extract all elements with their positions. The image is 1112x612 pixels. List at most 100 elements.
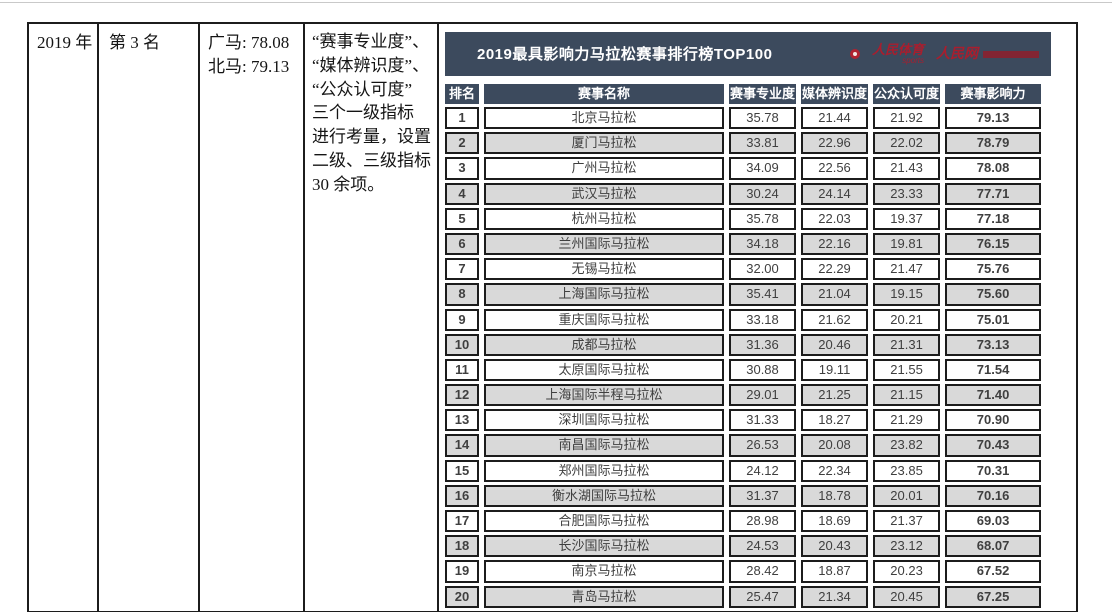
public-score-cell: 23.85	[873, 459, 941, 482]
scores-cell: 广马: 78.08 北马: 79.13	[198, 22, 305, 612]
description-line: 三个一级指标	[312, 103, 414, 123]
event-name-cell: 上海国际半程马拉松	[484, 384, 724, 407]
professional-score-cell: 24.12	[729, 459, 797, 482]
influence-score-cell: 75.76	[945, 258, 1042, 281]
chart-title: 2019最具影响力马拉松赛事排行榜TOP100	[477, 45, 773, 63]
professional-score-cell: 29.01	[729, 384, 797, 407]
score-line-guangma: 广马: 78.08	[208, 33, 290, 52]
rank-cell: 7	[445, 258, 479, 281]
year-cell: 2019 年	[27, 22, 99, 612]
event-name-cell: 青岛马拉松	[484, 585, 724, 608]
public-score-cell: 21.37	[873, 510, 941, 533]
professional-score-cell: 33.81	[729, 132, 797, 155]
influence-score-cell: 71.54	[945, 358, 1042, 382]
header-logos: 人民体育 sports 人民网	[849, 43, 1051, 65]
ranking-header-row: 排名 赛事名称 赛事专业度 媒体辨识度 公众认可度 赛事影响力	[445, 84, 1042, 104]
event-name-cell: 上海国际马拉松	[484, 283, 724, 306]
rank-cell: 14	[445, 434, 479, 457]
influence-score-cell: 70.31	[945, 459, 1042, 482]
rank-cell: 15	[445, 459, 479, 482]
rank-cell: 12	[445, 384, 479, 407]
media-score-cell: 18.27	[801, 409, 869, 432]
professional-score-cell: 34.09	[729, 157, 797, 180]
ranking-image-cell: 2019最具影响力马拉松赛事排行榜TOP100 人民体育 sports 人民网	[437, 22, 1078, 612]
rank-text: 第 3 名	[109, 33, 160, 52]
professional-score-cell: 30.24	[729, 182, 797, 205]
people-sports-emblem-icon	[849, 49, 860, 59]
rank-cell: 16	[445, 484, 479, 507]
table-row: 19 南京马拉松 28.42 18.87 20.23 67.52	[445, 560, 1042, 583]
col-header-professional: 赛事专业度	[729, 84, 797, 104]
professional-score-cell: 33.18	[729, 308, 797, 331]
media-score-cell: 19.11	[801, 358, 869, 382]
public-score-cell: 20.45	[873, 585, 941, 608]
peoples-daily-logo-text: 人民网	[936, 45, 978, 62]
table-row: 18 长沙国际马拉松 24.53 20.43 23.12 68.07	[445, 535, 1042, 558]
table-row: 4 武汉马拉松 30.24 24.14 23.33 77.71	[445, 182, 1042, 205]
table-row: 16 衡水湖国际马拉松 31.37 18.78 20.01 70.16	[445, 484, 1042, 507]
professional-score-cell: 31.36	[729, 333, 797, 356]
event-name-cell: 重庆国际马拉松	[484, 308, 724, 331]
event-name-cell: 郑州国际马拉松	[484, 459, 724, 482]
rank-cell: 11	[445, 358, 479, 382]
rank-cell: 13	[445, 409, 479, 432]
professional-score-cell: 26.53	[729, 434, 797, 457]
rank-cell: 18	[445, 535, 479, 558]
influence-score-cell: 71.40	[945, 384, 1042, 407]
table-row: 15 郑州国际马拉松 24.12 22.34 23.85 70.31	[445, 459, 1042, 482]
col-header-rank: 排名	[445, 84, 479, 104]
public-score-cell: 21.29	[873, 409, 941, 432]
public-score-cell: 19.81	[873, 232, 941, 256]
media-score-cell: 18.69	[801, 510, 869, 533]
table-row: 2 厦门马拉松 33.81 22.96 22.02 78.79	[445, 132, 1042, 155]
ranking-table: 排名 赛事名称 赛事专业度 媒体辨识度 公众认可度 赛事影响力 1 北京马拉松 35…	[440, 81, 1046, 611]
col-header-public: 公众认可度	[873, 84, 941, 104]
professional-score-cell: 30.88	[729, 358, 797, 382]
influence-score-cell: 79.13	[945, 107, 1042, 130]
professional-score-cell: 32.00	[729, 258, 797, 281]
public-score-cell: 19.15	[873, 283, 941, 306]
professional-score-cell: 35.41	[729, 283, 797, 306]
table-row: 5 杭州马拉松 35.78 22.03 19.37 77.18	[445, 207, 1042, 230]
table-row: 20 青岛马拉松 25.47 21.34 20.45 67.25	[445, 585, 1042, 608]
event-name-cell: 合肥国际马拉松	[484, 510, 724, 533]
public-score-cell: 21.47	[873, 258, 941, 281]
table-row: 8 上海国际马拉松 35.41 21.04 19.15 75.60	[445, 283, 1042, 306]
influence-score-cell: 67.52	[945, 560, 1042, 583]
influence-score-cell: 77.18	[945, 207, 1042, 230]
rank-cell: 第 3 名	[97, 22, 200, 612]
table-row: 13 深圳国际马拉松 31.33 18.27 21.29 70.90	[445, 409, 1042, 432]
media-score-cell: 18.78	[801, 484, 869, 507]
professional-score-cell: 35.78	[729, 207, 797, 230]
public-score-cell: 21.43	[873, 157, 941, 180]
description-cell: “赛事专业度”、 “媒体辨识度”、 “公众认可度” 三个一级指标 进行考量，设置…	[303, 22, 439, 612]
public-score-cell: 21.31	[873, 333, 941, 356]
rank-cell: 19	[445, 560, 479, 583]
people-sports-logo-sub: sports	[902, 56, 924, 65]
document-table: 2019 年 第 3 名 广马: 78.08 北马: 79.13 “赛事专业度”…	[27, 22, 1078, 612]
influence-score-cell: 78.08	[945, 157, 1042, 180]
event-name-cell: 广州马拉松	[484, 157, 724, 180]
professional-score-cell: 24.53	[729, 535, 797, 558]
public-score-cell: 22.02	[873, 132, 941, 155]
public-score-cell: 21.92	[873, 107, 941, 130]
ranking-table-body: 1 北京马拉松 35.78 21.44 21.92 79.13 2 厦门马拉松 33.81 22.…	[445, 107, 1042, 608]
description-line: “媒体辨识度”、	[312, 55, 430, 75]
description-line: “公众认可度”	[312, 79, 413, 99]
rank-cell: 5	[445, 207, 479, 230]
event-name-cell: 北京马拉松	[484, 107, 724, 130]
media-score-cell: 21.44	[801, 107, 869, 130]
media-score-cell: 21.04	[801, 283, 869, 306]
influence-score-cell: 78.79	[945, 132, 1042, 155]
media-score-cell: 21.62	[801, 308, 869, 331]
influence-score-cell: 67.25	[945, 585, 1042, 608]
event-name-cell: 衡水湖国际马拉松	[484, 484, 724, 507]
rank-cell: 9	[445, 308, 479, 331]
event-name-cell: 太原国际马拉松	[484, 358, 724, 382]
people-sports-logo: 人民体育 sports	[872, 43, 924, 65]
table-row: 1 北京马拉松 35.78 21.44 21.92 79.13	[445, 107, 1042, 130]
influence-score-cell: 77.71	[945, 182, 1042, 205]
professional-score-cell: 35.78	[729, 107, 797, 130]
table-row: 9 重庆国际马拉松 33.18 21.62 20.21 75.01	[445, 308, 1042, 331]
col-header-event-name: 赛事名称	[484, 84, 724, 104]
